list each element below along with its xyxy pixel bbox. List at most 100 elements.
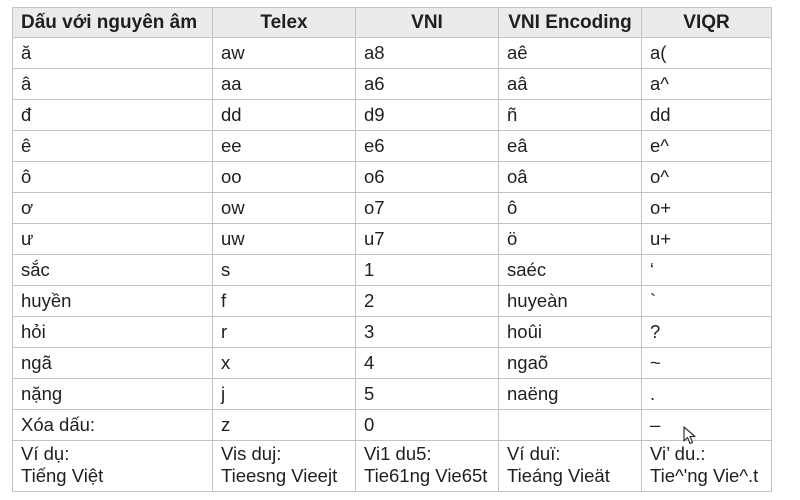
cell-vni-encoding: huyeàn [498, 285, 642, 317]
cell-vowel-mark: Xóa dấu: [12, 409, 213, 441]
cell-vni-encoding: aâ [498, 68, 642, 100]
example-label: Vi1 du5: [364, 443, 432, 464]
cell-telex: uw [212, 223, 356, 255]
cell-viqr: a^ [641, 68, 772, 100]
cell-viqr: ‘ [641, 254, 772, 286]
column-header-vni-encoding: VNI Encoding [498, 7, 642, 38]
cell-vowel-mark: ơ [12, 192, 213, 224]
cell-telex: f [212, 285, 356, 317]
example-text: Tiếng Việt [21, 465, 104, 486]
table-row: ư uw u7 ö u+ [12, 223, 772, 255]
cell-viqr: ` [641, 285, 772, 317]
cell-vni-encoding: saéc [498, 254, 642, 286]
cell-viqr: u+ [641, 223, 772, 255]
table-container: Dấu với nguyên âm Telex VNI VNI Encoding… [12, 7, 772, 492]
header-row: Dấu với nguyên âm Telex VNI VNI Encoding… [12, 7, 772, 38]
mouse-pointer-icon [683, 426, 696, 445]
cell-vowel-mark: ư [12, 223, 213, 255]
cell-vni: e6 [355, 130, 499, 162]
column-header-vowel-mark: Dấu với nguyên âm [12, 7, 213, 38]
cell-vowel-mark: huyền [12, 285, 213, 317]
vietnamese-input-methods-table: Dấu với nguyên âm Telex VNI VNI Encoding… [12, 7, 772, 492]
cell-viqr: dd [641, 99, 772, 131]
cell-vni-encoding: ô [498, 192, 642, 224]
cell-vni-encoding: ñ [498, 99, 642, 131]
table-row: ă aw a8 aê a( [12, 37, 772, 69]
cell-telex: dd [212, 99, 356, 131]
cell-vni-encoding: hoûi [498, 316, 642, 348]
example-cell: Ví dụ: Tiếng Việt [12, 440, 213, 492]
cell-viqr: ? [641, 316, 772, 348]
cell-telex: ow [212, 192, 356, 224]
example-label: Vi’ du.: [650, 443, 706, 464]
example-cell: Ví duï: Tieáng Vieät [498, 440, 642, 492]
cell-viqr: . [641, 378, 772, 410]
cell-vowel-mark: ă [12, 37, 213, 69]
cell-vowel-mark: hỏi [12, 316, 213, 348]
cell-viqr: o^ [641, 161, 772, 193]
cell-vowel-mark: ngã [12, 347, 213, 379]
cell-vni: d9 [355, 99, 499, 131]
cell-vni: 4 [355, 347, 499, 379]
example-row: Ví dụ: Tiếng Việt Vis duj: Tieesng Vieejt … [12, 440, 772, 492]
example-label: Vis duj: [221, 443, 282, 464]
cell-vni: o6 [355, 161, 499, 193]
table-row: sắc s 1 saéc ‘ [12, 254, 772, 286]
example-label: Ví duï: [507, 443, 561, 464]
example-label: Ví dụ: [21, 443, 70, 464]
table-row: Xóa dấu: z 0 – [12, 409, 772, 441]
cell-vowel-mark: sắc [12, 254, 213, 286]
cell-vni-encoding: eâ [498, 130, 642, 162]
cell-telex: aa [212, 68, 356, 100]
cell-telex: z [212, 409, 356, 441]
table-row: huyền f 2 huyeàn ` [12, 285, 772, 317]
example-text: Tieáng Vieät [507, 465, 610, 486]
example-text: Tie61ng Vie65t [364, 465, 488, 486]
cell-vni: 5 [355, 378, 499, 410]
cell-telex: aw [212, 37, 356, 69]
table-row: hỏi r 3 hoûi ? [12, 316, 772, 348]
cell-vni-encoding: ö [498, 223, 642, 255]
cell-vni: 2 [355, 285, 499, 317]
cell-vowel-mark: ê [12, 130, 213, 162]
cell-vni: a6 [355, 68, 499, 100]
column-header-viqr: VIQR [641, 7, 772, 38]
cell-telex: oo [212, 161, 356, 193]
table-row: â aa a6 aâ a^ [12, 68, 772, 100]
example-text: Tie^'ng Vie^.t [650, 465, 759, 486]
cell-viqr: e^ [641, 130, 772, 162]
cell-viqr: ~ [641, 347, 772, 379]
cell-viqr: – [641, 409, 772, 441]
cell-viqr: a( [641, 37, 772, 69]
cell-telex: s [212, 254, 356, 286]
cell-vni: 3 [355, 316, 499, 348]
cell-telex: r [212, 316, 356, 348]
cell-vowel-mark: đ [12, 99, 213, 131]
column-header-telex: Telex [212, 7, 356, 38]
column-header-vni: VNI [355, 7, 499, 38]
cell-vni: u7 [355, 223, 499, 255]
cell-vni-encoding: naëng [498, 378, 642, 410]
table-row: nặng j 5 naëng. [12, 378, 772, 410]
cell-vowel-mark: ô [12, 161, 213, 193]
cell-viqr: o+ [641, 192, 772, 224]
table-row: ngã x 4 ngaõ ~ [12, 347, 772, 379]
example-text: Tieesng Vieejt [221, 465, 338, 486]
example-cell: Vis duj: Tieesng Vieejt [212, 440, 356, 492]
cell-vni: a8 [355, 37, 499, 69]
table-row: ô oo o6 oâ o^ [12, 161, 772, 193]
cell-vni-encoding: ngaõ [498, 347, 642, 379]
cell-vni: 1 [355, 254, 499, 286]
table-row: đ dd d9 ñ dd [12, 99, 772, 131]
example-cell: Vi’ du.: Tie^'ng Vie^.t [641, 440, 772, 492]
cell-telex: j [212, 378, 356, 410]
cell-vowel-mark: nặng [12, 378, 213, 410]
cell-vni-encoding: aê [498, 37, 642, 69]
example-cell: Vi1 du5: Tie61ng Vie65t [355, 440, 499, 492]
cell-telex: ee [212, 130, 356, 162]
cell-vowel-mark: â [12, 68, 213, 100]
cell-vni-encoding [498, 409, 642, 441]
table-row: ơ ow o7 ô o+ [12, 192, 772, 224]
cell-vni: o7 [355, 192, 499, 224]
cell-vni-encoding: oâ [498, 161, 642, 193]
